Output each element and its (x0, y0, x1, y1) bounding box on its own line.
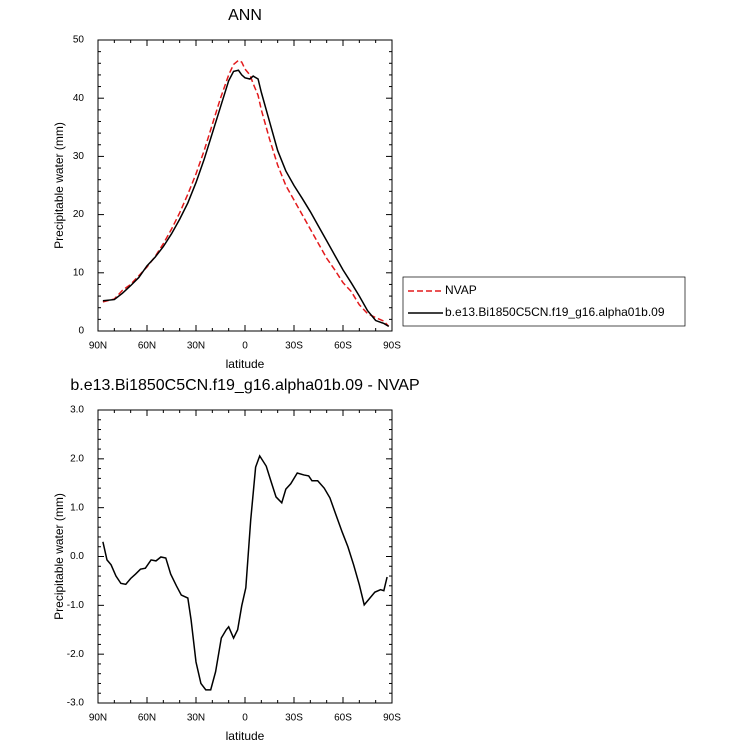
x-tick-label: 60N (138, 713, 156, 724)
x-tick-label: 60S (334, 713, 352, 724)
y-tick-label: 1.0 (70, 502, 84, 513)
y-tick-label: 0 (78, 326, 84, 337)
y-tick-label: 3.0 (70, 405, 84, 416)
x-axis-label: latitude (226, 729, 265, 743)
legend-label: b.e13.Bi1850C5CN.f19_g16.alpha01b.09 (445, 305, 665, 319)
y-tick-label: 2.0 (70, 453, 84, 464)
data-line (102, 59, 390, 327)
x-tick-label: 0 (242, 341, 248, 352)
x-tick-label: 30S (285, 341, 303, 352)
y-tick-label: 50 (73, 35, 85, 46)
y-tick-label: 30 (73, 151, 85, 162)
data-line (102, 69, 390, 327)
chart-title: b.e13.Bi1850C5CN.f19_g16.alpha01b.09 - N… (70, 377, 419, 394)
plot-frame (97, 409, 393, 704)
x-tick-label: 30S (285, 713, 303, 724)
y-tick-label: -3.0 (67, 698, 85, 709)
y-tick-label: 20 (73, 209, 85, 220)
y-tick-label: 40 (73, 93, 85, 104)
x-tick-label: 30N (187, 713, 205, 724)
x-axis-label: latitude (226, 357, 265, 371)
x-tick-label: 60N (138, 341, 156, 352)
x-tick-label: 90S (383, 713, 401, 724)
x-tick-label: 90N (89, 341, 107, 352)
legend-box (402, 276, 686, 327)
x-tick-label: 60S (334, 341, 352, 352)
y-tick-label: -2.0 (67, 649, 85, 660)
y-axis-label: Precipitable water (mm) (52, 122, 66, 249)
y-tick-label: -1.0 (67, 600, 85, 611)
plot-frame (97, 39, 393, 332)
x-tick-label: 30N (187, 341, 205, 352)
data-line (102, 454, 388, 691)
x-tick-label: 0 (242, 713, 248, 724)
y-tick-label: 0.0 (70, 551, 84, 562)
chart-title: ANN (228, 7, 262, 24)
x-tick-label: 90N (89, 713, 107, 724)
x-tick-label: 90S (383, 341, 401, 352)
legend-label: NVAP (445, 283, 477, 297)
y-tick-label: 10 (73, 267, 85, 278)
y-axis-label: Precipitable water (mm) (52, 493, 66, 620)
